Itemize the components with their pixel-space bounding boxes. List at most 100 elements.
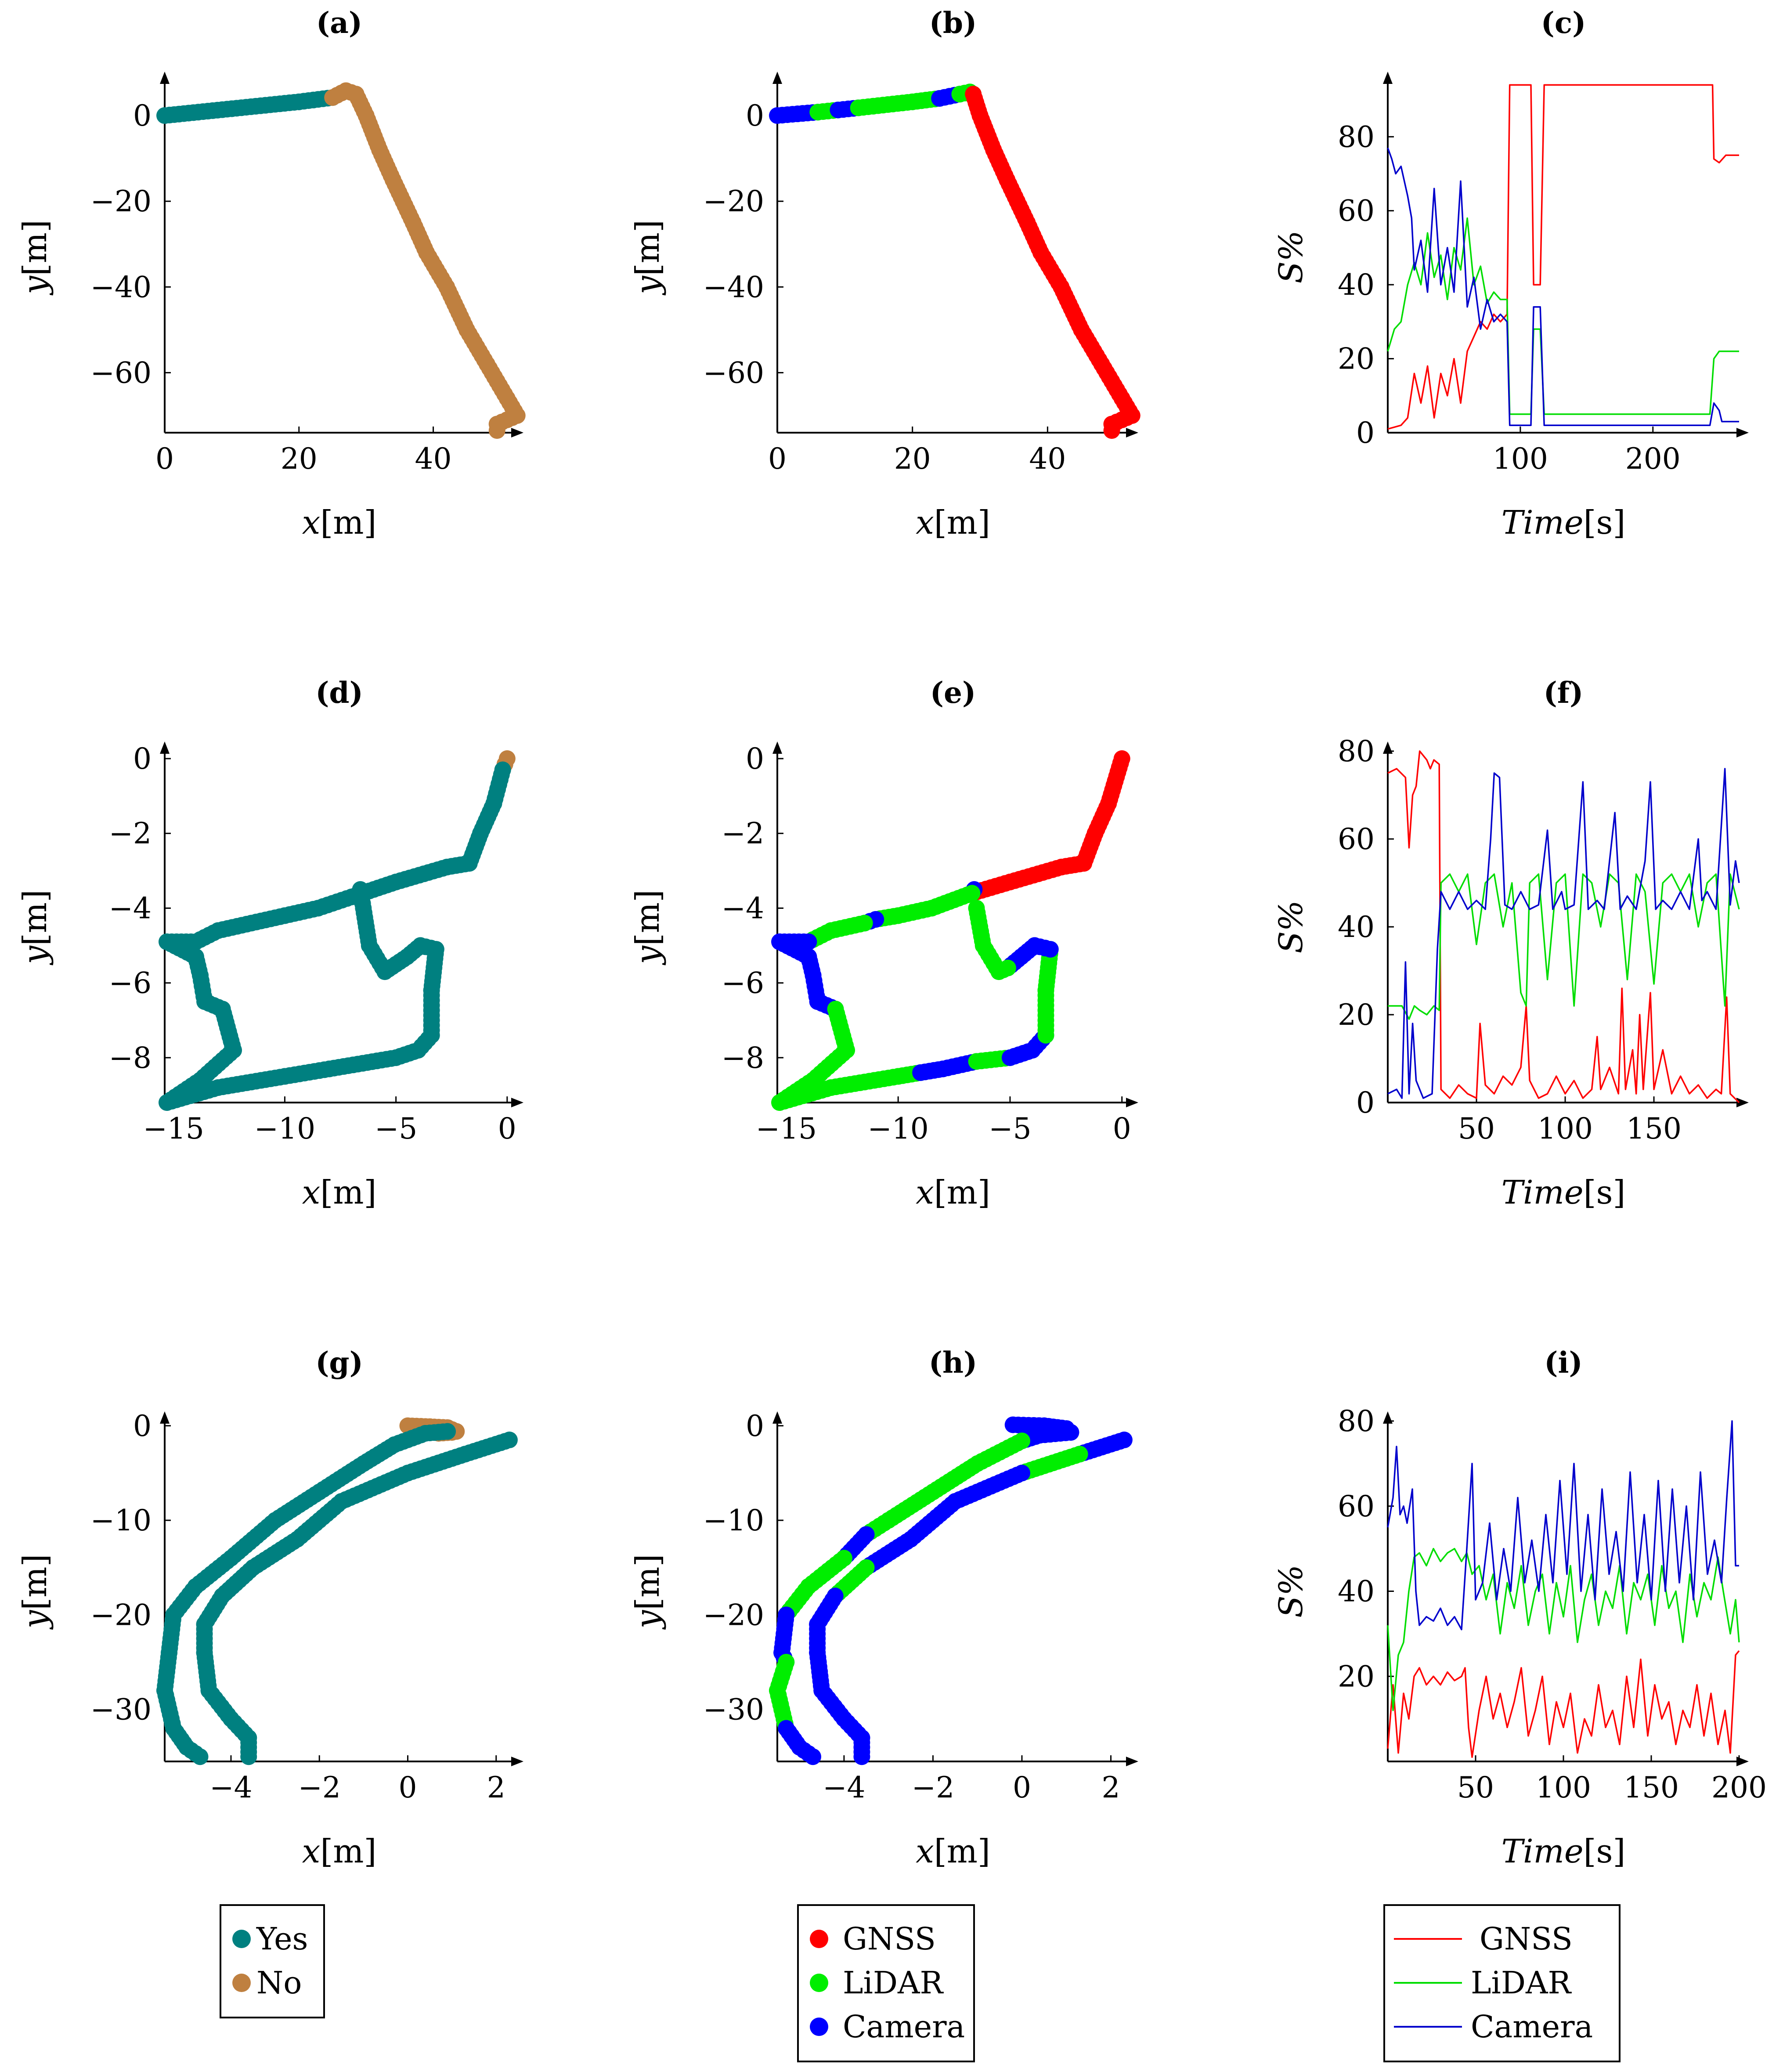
y-tick-label: −30 xyxy=(703,1693,764,1727)
y-tick-label: 40 xyxy=(1338,268,1375,302)
y-tick-label: −10 xyxy=(90,1504,152,1537)
scatter-point-no xyxy=(488,422,505,439)
y-tick-label: 0 xyxy=(746,99,764,133)
y-tick-label: −20 xyxy=(90,1598,152,1632)
x-tick-label: −5 xyxy=(375,1112,417,1146)
y-tick-label: −40 xyxy=(90,270,152,304)
y-axis-label: S% xyxy=(1272,230,1310,283)
legend-label-camera: Camera xyxy=(843,2009,965,2045)
legend-label-yes: Yes xyxy=(256,1921,308,1957)
y-axis-arrow xyxy=(1383,72,1393,84)
panel-title-g: (g) xyxy=(315,1345,363,1380)
x-tick-label: −4 xyxy=(823,1771,865,1804)
panel-f: (f) 50 100 150 0 20 40 60 80 Time[s] S% xyxy=(1272,676,1749,1211)
x-tick-label: −15 xyxy=(143,1112,204,1146)
x-axis-arrow xyxy=(1126,1098,1138,1107)
x-tick-label: 0 xyxy=(1113,1112,1131,1146)
x-tick-label: −2 xyxy=(912,1771,954,1804)
y-axis-label: y[m] xyxy=(16,220,54,296)
y-axis-label: y[m] xyxy=(629,890,667,965)
series-line-gnss xyxy=(1387,1650,1740,1758)
scatter-point-camera xyxy=(805,1748,822,1765)
y-tick-label: −20 xyxy=(703,184,764,218)
y-tick-label: −60 xyxy=(90,356,152,390)
y-tick-label: 20 xyxy=(1338,342,1375,376)
series-line-lidar xyxy=(1387,217,1739,415)
y-tick-label: 80 xyxy=(1338,120,1375,154)
y-axis-label: y[m] xyxy=(629,1554,667,1630)
panel-title-a: (a) xyxy=(316,6,362,40)
x-tick-label: 2 xyxy=(487,1771,505,1804)
x-tick-label: 100 xyxy=(1493,442,1548,476)
x-tick-label: 200 xyxy=(1625,442,1681,476)
x-axis-arrow xyxy=(1126,428,1138,438)
y-tick-label: −2 xyxy=(722,817,764,850)
panel-d: (d) −15 −10 −5 0 0 −2 −4 −6 −8 x[m] y[m] xyxy=(16,676,523,1211)
y-tick-label: −2 xyxy=(109,817,152,850)
x-axis-label: x[m] xyxy=(916,1174,990,1211)
y-tick-label: −6 xyxy=(722,966,764,1000)
x-tick-label: 20 xyxy=(894,442,931,476)
panel-a: (a) 0 20 40 0 −20 −40 −60 x[m] y[m] xyxy=(16,6,526,542)
scatter-point-gnss xyxy=(1103,422,1120,439)
x-tick-label: 0 xyxy=(398,1771,417,1804)
series-line-camera xyxy=(1387,1420,1739,1631)
legend-line-lidar xyxy=(1394,1982,1462,1984)
series-line-lidar xyxy=(1388,873,1740,1020)
x-tick-label: 50 xyxy=(1457,1771,1494,1804)
legend-marker-gnss xyxy=(810,1930,828,1948)
y-tick-label: 20 xyxy=(1338,1660,1375,1693)
legend-item-no: No xyxy=(221,1961,323,2005)
x-axis-arrow xyxy=(1736,428,1749,438)
x-tick-label: 150 xyxy=(1624,1771,1679,1804)
legend-marker-yes xyxy=(232,1930,251,1948)
legend-marker-no xyxy=(232,1974,251,1992)
x-axis-label: Time[s] xyxy=(1501,504,1626,542)
legend-line-label-gnss: GNSS xyxy=(1480,1921,1573,1957)
y-axis-label: S% xyxy=(1272,1565,1310,1618)
panel-title-h: (h) xyxy=(929,1345,977,1380)
y-tick-label: −20 xyxy=(90,184,152,218)
x-tick-label: −5 xyxy=(989,1112,1031,1146)
y-axis-label: S% xyxy=(1272,900,1310,953)
x-axis-label: x[m] xyxy=(916,1833,990,1870)
scatter-point-yes xyxy=(240,1748,257,1765)
series-line-gnss xyxy=(1387,750,1740,1103)
y-axis-label: y[m] xyxy=(16,1554,54,1630)
legend-line-label-lidar: LiDAR xyxy=(1471,1965,1571,2001)
y-tick-label: 60 xyxy=(1338,194,1375,228)
legend-yes-no: Yes No xyxy=(220,1904,325,2018)
x-axis-arrow xyxy=(1736,1757,1749,1766)
y-tick-label: −4 xyxy=(109,891,152,925)
x-tick-label: −2 xyxy=(298,1771,341,1804)
y-tick-label: −8 xyxy=(722,1041,764,1075)
x-axis-label: x[m] xyxy=(302,504,377,542)
y-tick-label: 0 xyxy=(1356,1086,1375,1120)
y-axis-arrow xyxy=(1383,1411,1393,1424)
y-axis-arrow xyxy=(772,72,782,84)
y-axis-arrow xyxy=(160,1411,170,1424)
x-tick-label: 2 xyxy=(1101,1771,1120,1804)
legend-item-lidar-line: LiDAR xyxy=(1385,1961,1619,2005)
x-axis-label: x[m] xyxy=(302,1174,377,1211)
legend-item-camera-line: Camera xyxy=(1385,2005,1619,2049)
x-axis-arrow xyxy=(511,1098,523,1107)
x-tick-label: 0 xyxy=(155,442,174,476)
panel-title-b: (b) xyxy=(929,6,977,40)
y-tick-label: 80 xyxy=(1338,1404,1375,1438)
scatter-point-yes xyxy=(352,881,369,898)
x-tick-label: −15 xyxy=(756,1112,817,1146)
legend-item-gnss-point: GNSS xyxy=(799,1917,973,1961)
panel-title-d: (d) xyxy=(315,676,363,710)
legend-label-gnss: GNSS xyxy=(843,1921,936,1957)
legend-marker-camera xyxy=(810,2018,828,2036)
y-tick-label: −10 xyxy=(703,1504,764,1537)
panel-g: (g)−4 −2 0 20−10−20−30x[m]y[m] xyxy=(16,1345,523,1870)
x-tick-label: 20 xyxy=(281,442,318,476)
legend-item-camera-point: Camera xyxy=(799,2005,973,2049)
x-tick-label: 40 xyxy=(1029,442,1066,476)
x-tick-label: 50 xyxy=(1458,1112,1495,1146)
series-line-camera xyxy=(1387,768,1740,1099)
x-axis-arrow xyxy=(1736,1098,1749,1107)
